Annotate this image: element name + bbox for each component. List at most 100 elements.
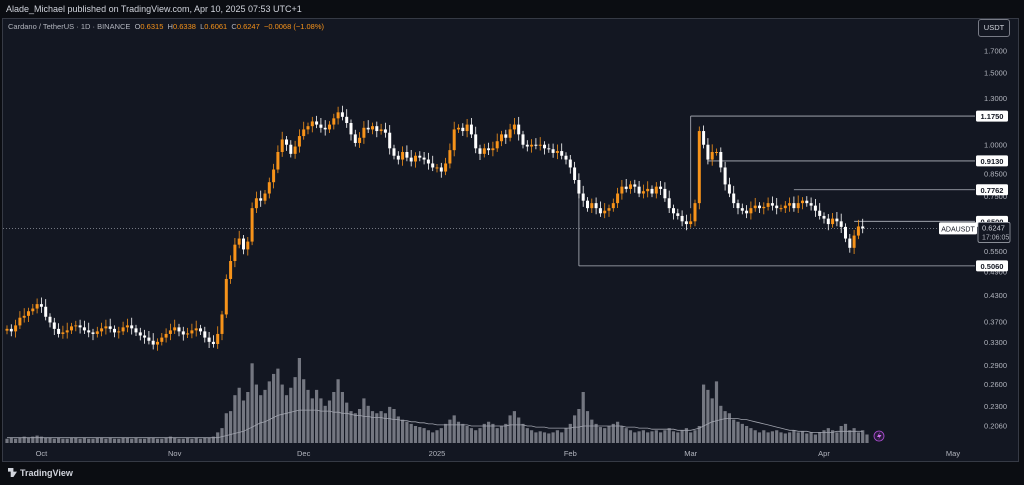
volume-bar [813,434,817,443]
candle [525,140,529,152]
candle [474,126,478,154]
flash-icon [873,430,885,442]
volume-bar [770,431,774,443]
volume-bar [263,389,267,443]
candle-body [439,167,443,172]
candle-body [435,167,439,169]
volume-bar [5,438,9,443]
candle-body [18,317,22,326]
candle-body [607,208,611,211]
currency-button[interactable]: USDT [978,19,1010,37]
volume-bar [345,402,349,443]
candle-body [5,328,9,331]
candle [607,204,611,217]
candle-body [779,208,783,210]
candle-body [95,331,99,334]
volume-bar [487,421,491,443]
candle [194,320,198,337]
price-tick-label: 0.2300 [984,402,1007,411]
candle [706,138,710,165]
volume-bar [358,409,362,443]
candle-body [22,315,26,318]
candle [431,155,435,172]
level-tag-label: 0.6500 [981,217,1004,226]
volume-bar [478,428,482,443]
volume-bar [444,423,448,443]
candle-body [710,151,714,160]
candle-body [207,337,211,342]
candle [719,147,723,173]
volume-bar [112,438,117,443]
candle [57,323,61,338]
volume-bar [203,437,207,443]
candle-body [366,127,370,130]
candle [844,223,847,243]
volume-bar [611,423,615,443]
candle-body [181,331,185,335]
candle [5,325,9,335]
symbol-name: Cardano / TetherUS · 1D · BINANCE [8,22,131,31]
volume-bar [650,431,654,443]
candle-body [108,326,112,329]
volume-bar [388,406,392,443]
candle-body [783,205,787,209]
candle [487,142,491,156]
candle-body [517,124,521,135]
candle-body [100,328,104,332]
volume-bar [164,437,168,443]
volume-bar [839,426,843,443]
candle-body [594,203,598,209]
volume-bar [125,437,129,443]
candle [426,152,430,170]
candle [9,324,13,337]
volume-bar [448,419,452,443]
volume-bar [646,432,650,443]
candle-body [457,127,460,130]
candle-body [276,151,280,170]
candle [564,152,568,165]
volume-bar [736,421,740,443]
candle [762,202,766,215]
candle [216,326,220,349]
candle-body [641,191,645,194]
candle [826,214,830,231]
candle-body [749,208,753,214]
candle-body [573,167,577,181]
candle-body [224,278,228,315]
candle-body [345,116,349,124]
candle-body [672,208,675,214]
volume-bar [598,427,602,443]
volume-bar [267,381,271,443]
candle [809,197,813,211]
volume-bar [766,432,770,443]
volume-bar [35,435,39,443]
candle [684,214,688,231]
candle [280,131,284,157]
candle-body [31,308,35,312]
volume-bar [87,438,91,443]
candle-body [551,149,555,153]
candle [242,235,245,255]
volume-bar [405,421,409,443]
volume-bar [852,428,856,443]
price-tick-label: 0.2600 [984,380,1007,389]
volume-bar [74,437,78,443]
candle [31,303,35,315]
candle-body [706,144,710,160]
volume-bar [375,413,379,443]
volume-bar [469,428,473,443]
candle [560,143,564,160]
volume-bar [332,392,336,443]
candle-body [603,210,607,214]
volume-bar [117,438,121,443]
candle [117,326,121,339]
candle-body [504,134,508,138]
candle-body [620,186,624,194]
candle-body [654,186,658,194]
candle-body [117,331,121,333]
candle-body [293,146,297,154]
candle-body [581,193,585,201]
candle [35,298,39,314]
volume-bar [577,409,581,443]
